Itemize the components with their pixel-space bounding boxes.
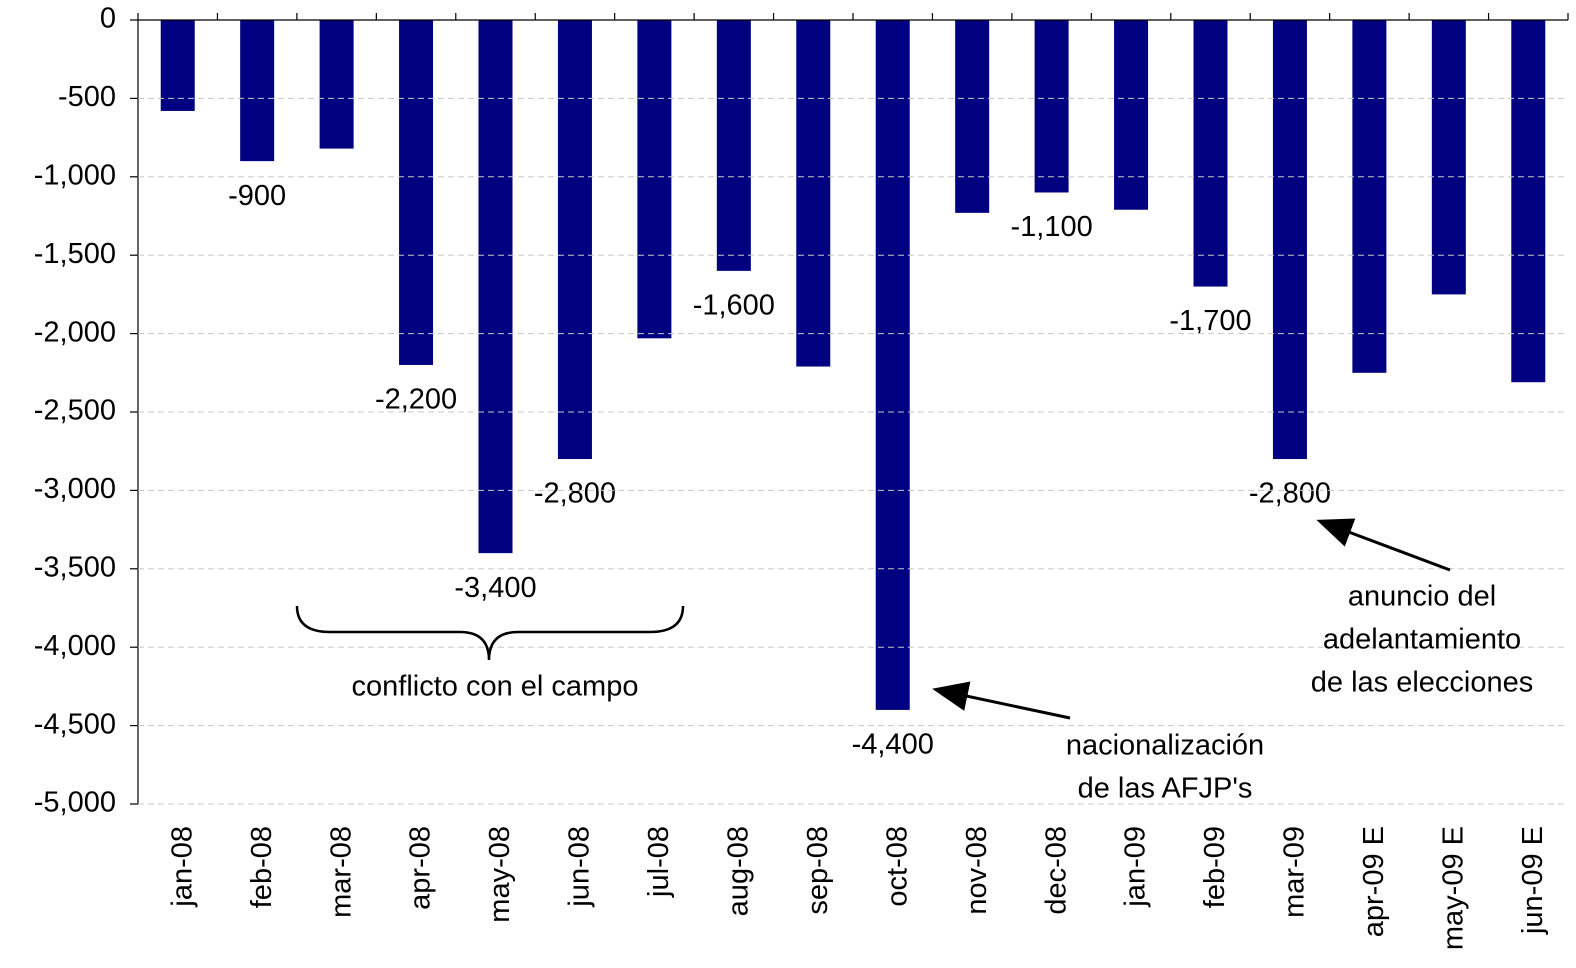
y-tick-label: -4,500 <box>34 708 116 740</box>
value-label: -4,400 <box>852 729 934 761</box>
x-tick-label: apr-09 E <box>1358 826 1390 937</box>
bar <box>1352 20 1387 373</box>
y-tick-label: -2,000 <box>34 316 116 348</box>
x-tick-label: oct-08 <box>881 826 913 907</box>
y-tick-label: -500 <box>58 81 116 113</box>
x-tick-label: mar-08 <box>325 826 357 918</box>
y-tick-label: -3,500 <box>34 551 116 583</box>
y-tick-label: -1,500 <box>34 238 116 270</box>
value-label: -900 <box>228 180 286 212</box>
y-tick-label: -3,000 <box>34 473 116 505</box>
brace <box>295 605 685 661</box>
annotation: nacionalización <box>1066 730 1264 762</box>
value-label: -2,200 <box>375 384 457 416</box>
y-tick-label: -2,500 <box>34 395 116 427</box>
bar <box>240 20 275 162</box>
x-tick-label: aug-08 <box>722 826 754 916</box>
x-tick-label: nov-08 <box>961 826 993 915</box>
x-tick-label: feb-09 <box>1199 826 1231 908</box>
bar <box>1511 20 1546 383</box>
x-tick-label: feb-08 <box>246 826 278 908</box>
value-label: -1,700 <box>1169 305 1251 337</box>
bar <box>160 20 195 111</box>
y-tick-label: -5,000 <box>34 787 116 819</box>
y-tick-label: -4,000 <box>34 630 116 662</box>
bar <box>1114 20 1149 210</box>
bar <box>1431 20 1466 295</box>
value-label: -2,800 <box>1249 478 1331 510</box>
bar <box>1272 20 1307 460</box>
bar <box>796 20 831 367</box>
bar <box>557 20 592 460</box>
annotation: de las AFJP's <box>1078 773 1253 805</box>
x-tick-label: jun-08 <box>564 826 596 908</box>
value-label: -1,600 <box>693 290 775 322</box>
x-tick-label: jan-09 <box>1120 826 1152 908</box>
annotation: de las elecciones <box>1311 667 1533 699</box>
x-tick-label: may-08 <box>484 826 516 923</box>
bar <box>1193 20 1228 287</box>
arrow <box>1316 518 1451 572</box>
bar <box>1034 20 1069 193</box>
x-tick-label: dec-08 <box>1040 826 1072 915</box>
y-tick-label: -1,000 <box>34 159 116 191</box>
bar <box>955 20 990 213</box>
annotation: anuncio del <box>1348 581 1496 613</box>
annotation: conflicto con el campo <box>352 671 639 703</box>
y-tick-label: 0 <box>100 3 116 35</box>
bar <box>399 20 434 365</box>
x-tick-label: sep-08 <box>802 826 834 915</box>
bar <box>716 20 751 271</box>
x-tick-label: apr-08 <box>405 826 437 910</box>
x-tick-label: jan-08 <box>166 826 198 908</box>
bar <box>637 20 672 339</box>
x-tick-label: may-09 E <box>1437 826 1469 950</box>
value-label: -2,800 <box>534 478 616 510</box>
bar <box>478 20 513 554</box>
value-label: -1,100 <box>1010 211 1092 243</box>
bar <box>875 20 910 710</box>
x-tick-label: jul-08 <box>643 826 675 898</box>
annotation: adelantamiento <box>1323 624 1521 656</box>
bar <box>319 20 354 149</box>
x-tick-label: mar-09 <box>1279 826 1311 918</box>
x-tick-label: jun-09 E <box>1517 826 1549 935</box>
arrow <box>932 681 1071 720</box>
value-label: -3,400 <box>454 572 536 604</box>
